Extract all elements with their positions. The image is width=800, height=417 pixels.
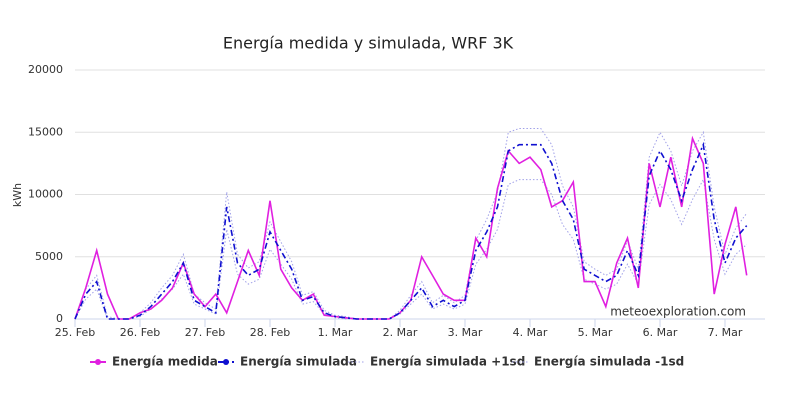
x-tick-label: 5. Mar (578, 326, 613, 339)
y-tick-label: 10000 (28, 188, 63, 201)
x-tick-label: 1. Mar (318, 326, 353, 339)
legend-marker (223, 359, 229, 365)
legend-label: Energía simulada +1sd (370, 355, 525, 369)
x-tick-label: 28. Feb (250, 326, 290, 339)
legend-marker (95, 359, 101, 365)
x-tick-label: 27. Feb (185, 326, 225, 339)
x-tick-label: 2. Mar (383, 326, 418, 339)
legend-label: Energía simulada (240, 355, 357, 369)
x-tick-label: 25. Feb (55, 326, 95, 339)
series-line (74, 135, 748, 320)
legend-item: Energía simulada -1sd (512, 355, 684, 369)
series-line (74, 128, 748, 320)
y-tick-label: 15000 (28, 125, 63, 138)
series-line (74, 141, 748, 320)
y-tick-label: 20000 (28, 63, 63, 76)
x-tick-label: 3. Mar (448, 326, 483, 339)
y-tick-label: 0 (56, 312, 63, 325)
legend-label: Energía medida (112, 355, 218, 369)
legend-item: Energía simulada (218, 355, 357, 369)
x-tick-label: 6. Mar (643, 326, 678, 339)
x-tick-label: 26. Feb (120, 326, 160, 339)
x-tick-label: 7. Mar (708, 326, 743, 339)
x-tick-label: 4. Mar (513, 326, 548, 339)
y-tick-label: 5000 (35, 250, 63, 263)
legend-item: Energía simulada +1sd (348, 355, 525, 369)
legend-label: Energía simulada -1sd (534, 355, 684, 369)
chart-title: Energía medida y simulada, WRF 3K (223, 34, 514, 53)
legend-item: Energía medida (90, 355, 218, 369)
series-line (74, 178, 748, 320)
y-axis-label: kWh (11, 183, 24, 207)
credits: meteoexploration.com (610, 305, 746, 319)
